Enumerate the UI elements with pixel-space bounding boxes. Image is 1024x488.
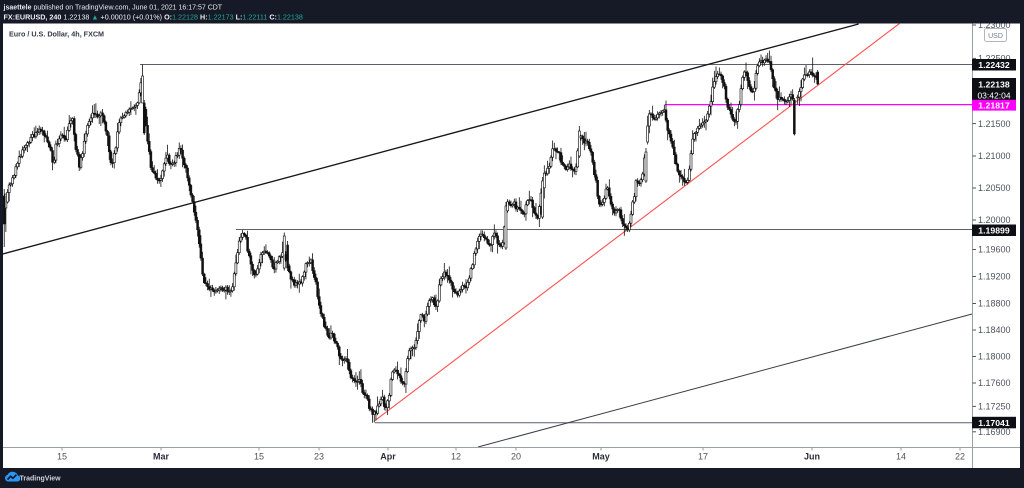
svg-text:1.21817: 1.21817 [978, 101, 1010, 111]
svg-text:15: 15 [254, 452, 264, 462]
svg-text:17: 17 [698, 452, 708, 462]
svg-text:1.21500: 1.21500 [978, 119, 1011, 129]
svg-text:Apr: Apr [380, 452, 396, 462]
svg-text:FX:EURUSD, 240 1.22138 ▲ +0.0: FX:EURUSD, 240 1.22138 ▲ +0.00010 (+0.01… [4, 13, 303, 22]
svg-text:jsaettele published on Trading: jsaettele published on TradingView.com, … [3, 4, 223, 11]
svg-text:May: May [592, 452, 610, 462]
svg-text:1.19600: 1.19600 [978, 245, 1011, 255]
svg-text:1.18800: 1.18800 [978, 299, 1011, 309]
svg-text:Euro / U.S. Dollar, 4h, FXCM: Euro / U.S. Dollar, 4h, FXCM [9, 29, 104, 38]
svg-text:1.18000: 1.18000 [978, 352, 1011, 362]
svg-text:1.23000: 1.23000 [978, 20, 1011, 30]
svg-text:03:42:04: 03:42:04 [977, 90, 1010, 100]
svg-text:1.22138: 1.22138 [978, 79, 1010, 89]
svg-text:1.20500: 1.20500 [978, 183, 1011, 193]
svg-text:1.17250: 1.17250 [978, 402, 1011, 412]
svg-text:USD: USD [988, 33, 1003, 40]
svg-text:1.16900: 1.16900 [978, 427, 1011, 437]
svg-text:22: 22 [955, 452, 965, 462]
svg-text:1.17600: 1.17600 [978, 378, 1011, 388]
svg-text:Jun: Jun [804, 452, 820, 462]
svg-text:1.19899: 1.19899 [978, 226, 1010, 236]
svg-text:20: 20 [511, 452, 521, 462]
svg-text:12: 12 [451, 452, 461, 462]
svg-text:1.20000: 1.20000 [978, 215, 1011, 225]
svg-text:Mar: Mar [153, 452, 170, 462]
svg-text:1.19200: 1.19200 [978, 272, 1011, 282]
svg-text:1.21000: 1.21000 [978, 151, 1011, 161]
svg-text:23: 23 [314, 452, 324, 462]
svg-text:1.22500: 1.22500 [978, 54, 1011, 64]
svg-text:1.18400: 1.18400 [978, 325, 1011, 335]
svg-text:1.22432: 1.22432 [978, 60, 1010, 70]
svg-text:1.17041: 1.17041 [978, 418, 1010, 428]
svg-text:15: 15 [57, 452, 67, 462]
svg-text:14: 14 [896, 452, 906, 462]
svg-text:TradingView: TradingView [20, 476, 62, 483]
